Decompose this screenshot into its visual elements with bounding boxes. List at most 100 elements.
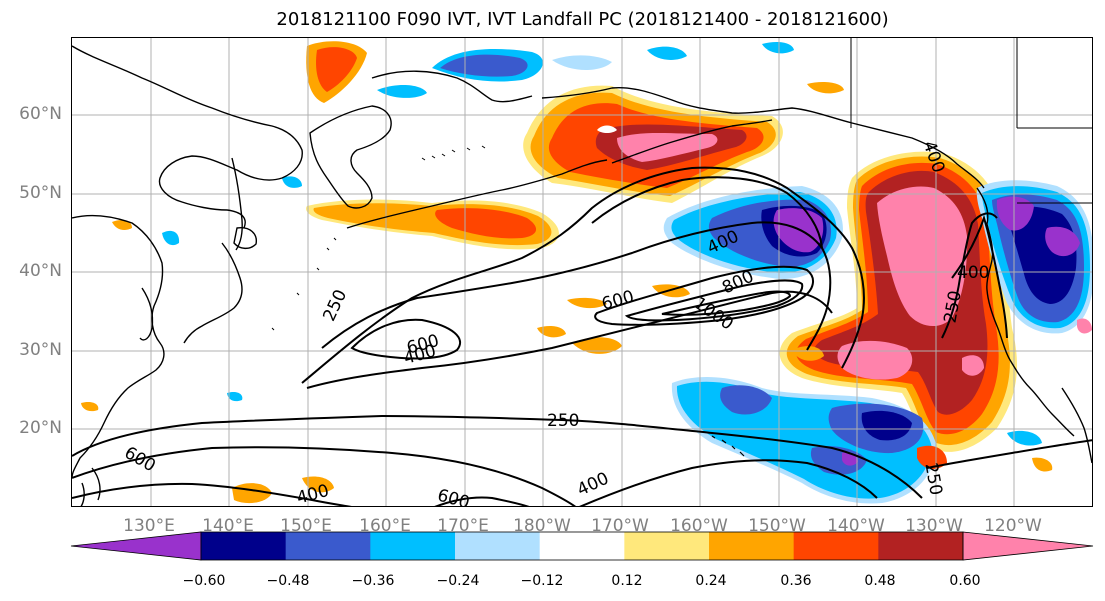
shade-patch-blue-small: [227, 391, 243, 402]
graticule: [72, 38, 1092, 506]
coast-small-islands: [271, 145, 486, 331]
colorbar-tick-label: 0.48: [864, 573, 896, 589]
map-canvas: 250 400 600 800 1000 250 400 600 400 250…: [72, 38, 1092, 507]
contour-400-east: [951, 214, 1008, 339]
contour-label-layer: 250 400 600 800 1000 250 400 600 400 250…: [121, 138, 990, 507]
colorbar-swatch: [455, 532, 541, 560]
colorbar-tick-label: 0.36: [780, 573, 812, 589]
lon-label-180w: 180°W: [513, 516, 571, 536]
colorbar-tick-label: −0.12: [520, 573, 564, 589]
coast-japan: [183, 242, 243, 344]
colorbar-outline: [200, 531, 964, 561]
coast-alaska-peninsula: [611, 119, 773, 164]
shading-layer: [81, 41, 1092, 504]
lat-label-40n: 40°N: [19, 261, 62, 281]
shade-patch-blue-lake: [282, 176, 302, 188]
contour-250-south: [72, 414, 923, 499]
shade-bering-pink: [617, 133, 718, 162]
colorbar-swatch: [624, 532, 710, 560]
contour-label: 250: [920, 461, 945, 496]
border-state: [1016, 38, 1092, 129]
contour-250-coast: [941, 212, 998, 339]
colorbar-extend-low: [70, 531, 202, 561]
shade-ne-pink3: [962, 355, 984, 376]
contour-250-east: [926, 439, 1092, 469]
coast-alaska: [541, 86, 985, 189]
contour-400-north: [591, 176, 823, 249]
lon-label-130w: 130°W: [905, 516, 963, 536]
contour-1000: [661, 290, 792, 316]
lat-label-30n: 30°N: [19, 340, 62, 360]
ivt-contours: [72, 166, 1092, 506]
shade-patch-orange-se: [1032, 457, 1053, 472]
shade-patch-mid-orange2: [537, 326, 566, 338]
lat-label-20n: 20°N: [19, 418, 62, 438]
colorbar-tick-label: −0.48: [266, 573, 310, 589]
coast-kamchatka: [309, 105, 392, 209]
shade-bering-pink2: [597, 125, 617, 133]
shade-coast-purple: [996, 196, 1034, 231]
contour-label: 400: [957, 263, 989, 283]
shade-coast-pink: [1077, 318, 1092, 334]
contour-800: [624, 279, 804, 322]
shade-patch-south-orange: [917, 445, 947, 470]
colorbar-tick-label: −0.24: [436, 573, 480, 589]
shade-patch-mid-orange: [572, 337, 622, 354]
shade-patch-west-orange2: [302, 476, 334, 493]
shade-patch-orange-south2: [81, 401, 99, 412]
colorbar-swatch: [793, 532, 879, 560]
colorbar-swatch: [285, 532, 371, 560]
lon-label-120w: 120°W: [984, 516, 1042, 536]
colorbar-swatch: [709, 532, 795, 560]
contour-400-se: [579, 459, 878, 506]
contour-label: 250: [319, 287, 351, 325]
coast-bc: [976, 187, 1075, 437]
contour-400-south: [72, 446, 577, 506]
coast-sakhalin: [231, 157, 243, 251]
colorbar-swatch: [201, 532, 287, 560]
shade-patch-mid-orange4: [567, 297, 607, 309]
coast-mainland-east-asia: [72, 214, 165, 479]
contour-label: 600: [435, 485, 472, 507]
coast-aleutians: [346, 159, 608, 229]
contour-250-inner: [306, 290, 833, 389]
coast-hokkaido: [233, 227, 257, 250]
colorbar-tick-label: −0.60: [182, 573, 226, 589]
contour-label: 600: [600, 287, 637, 315]
colorbar-tick-label: 0.60: [949, 573, 981, 589]
contour-600-b: [594, 265, 814, 326]
lat-label-60n: 60°N: [19, 104, 62, 124]
coast-hawaii: [711, 435, 745, 457]
contour-600: [350, 318, 462, 360]
shade-patch-cyan-east: [1007, 430, 1042, 446]
lon-label-150w: 150°W: [748, 516, 806, 536]
lon-label-140e: 140°E: [202, 516, 254, 536]
lon-label-170w: 170°W: [591, 516, 649, 536]
contour-600-se: [434, 496, 530, 506]
colorbar: [70, 531, 1094, 561]
shade-okhotsk-red: [316, 47, 357, 92]
contour-400-main: [321, 221, 832, 351]
shade-patch-blue-west: [162, 230, 180, 246]
lon-label-130e: 130°E: [123, 516, 175, 536]
contour-250-main: [301, 166, 865, 384]
shade-kuril-orange: [112, 220, 132, 230]
coast-chukotka: [371, 70, 533, 103]
shade-patch-mid-orange5: [792, 346, 824, 361]
map-panel: 250 400 600 800 1000 250 400 600 400 250…: [71, 37, 1093, 507]
shade-aleutian-blue2: [440, 54, 528, 77]
colorbar-extend-high: [962, 531, 1094, 561]
colorbar-segments: [70, 531, 1094, 561]
colorbar-swatch: [539, 532, 625, 560]
coast-baja: [1061, 387, 1092, 464]
contour-label: 250: [547, 411, 579, 431]
lon-label-140w: 140°W: [827, 516, 885, 536]
colorbar-swatch: [370, 532, 456, 560]
contour-600-south: [72, 482, 352, 506]
shade-aleutian-blue4: [647, 46, 687, 60]
coast-korea: [139, 287, 154, 341]
colorbar-tick-label: −0.36: [351, 573, 395, 589]
map-title: 2018121100 F090 IVT, IVT Landfall PC (20…: [276, 9, 889, 30]
coast-siberia: [72, 45, 303, 229]
shade-south-navy: [861, 410, 912, 441]
